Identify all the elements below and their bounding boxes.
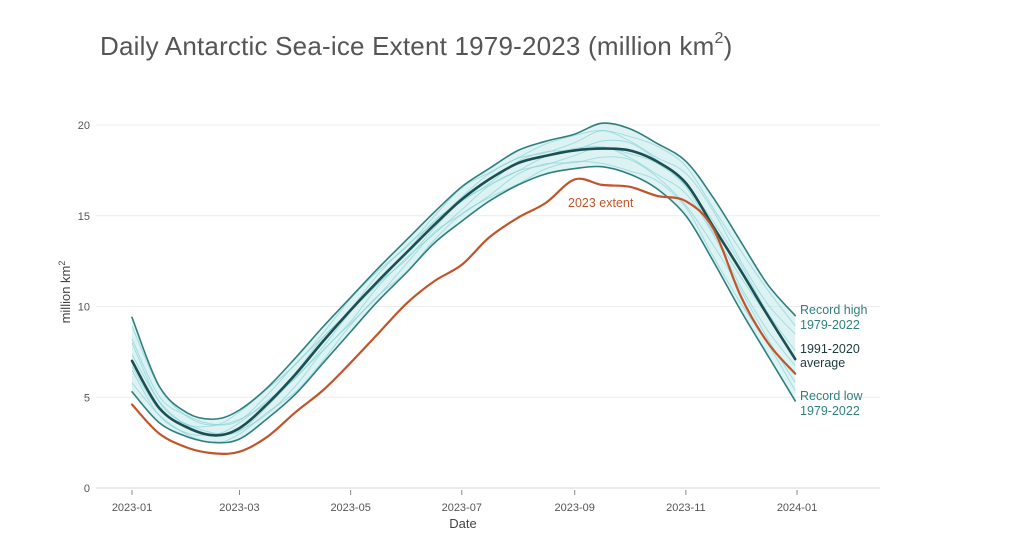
- x-tick-2024-01: 2024-01: [777, 502, 817, 514]
- historical-band: [131, 123, 796, 444]
- chart-title-close: ): [723, 31, 733, 61]
- band-fill: [132, 123, 796, 443]
- label-record-low-line2: 1979-2022: [800, 404, 860, 418]
- label-record-high-line1: Record high: [800, 303, 867, 317]
- label-record-low-line1: Record low: [800, 389, 863, 403]
- x-tick-2023-01: 2023-01: [112, 502, 152, 514]
- band-line-6: [131, 130, 796, 426]
- x-tick-2023-09: 2023-09: [555, 502, 595, 514]
- label-2023-extent: 2023 extent: [568, 196, 634, 210]
- y-tick-20: 20: [78, 120, 90, 132]
- band-line-3: [131, 146, 796, 435]
- label-average-line1: 1991-2020: [800, 342, 860, 356]
- chart-title: Daily Antarctic Sea-ice Extent 1979-2023…: [100, 30, 732, 62]
- record-low-line: [131, 165, 796, 444]
- average-line: [130, 147, 797, 437]
- label-record-high-line2: 1979-2022: [800, 318, 860, 332]
- y-axis-title-superscript: 2: [57, 261, 67, 266]
- y-tick-15: 15: [78, 211, 90, 223]
- x-tick-2023-07: 2023-07: [442, 502, 482, 514]
- x-tick-2023-11: 2023-11: [666, 502, 706, 514]
- series-lines: [130, 122, 797, 456]
- x-axis-title: Date: [449, 516, 476, 531]
- y-tick-labels: 0 5 10 15 20: [78, 120, 90, 495]
- chart-title-superscript: 2: [714, 30, 724, 47]
- y-axis-title-text: million km: [58, 266, 73, 324]
- label-average-line2: average: [800, 356, 845, 370]
- y-axis-title: million km2: [57, 261, 73, 324]
- x-tick-2023-03: 2023-03: [219, 502, 259, 514]
- chart-title-text: Daily Antarctic Sea-ice Extent 1979-2023…: [100, 31, 715, 61]
- record-high-line: [131, 122, 796, 420]
- 2023-extent-line: [130, 177, 797, 456]
- band-line-2: [131, 156, 796, 436]
- y-tick-0: 0: [84, 483, 90, 495]
- x-tick-labels: 2023-01 2023-03 2023-05 2023-07 2023-09 2023-…: [112, 490, 817, 514]
- y-tick-10: 10: [78, 302, 90, 314]
- x-tick-2023-05: 2023-05: [330, 502, 370, 514]
- y-tick-5: 5: [84, 392, 90, 404]
- band-line-5: [131, 139, 796, 428]
